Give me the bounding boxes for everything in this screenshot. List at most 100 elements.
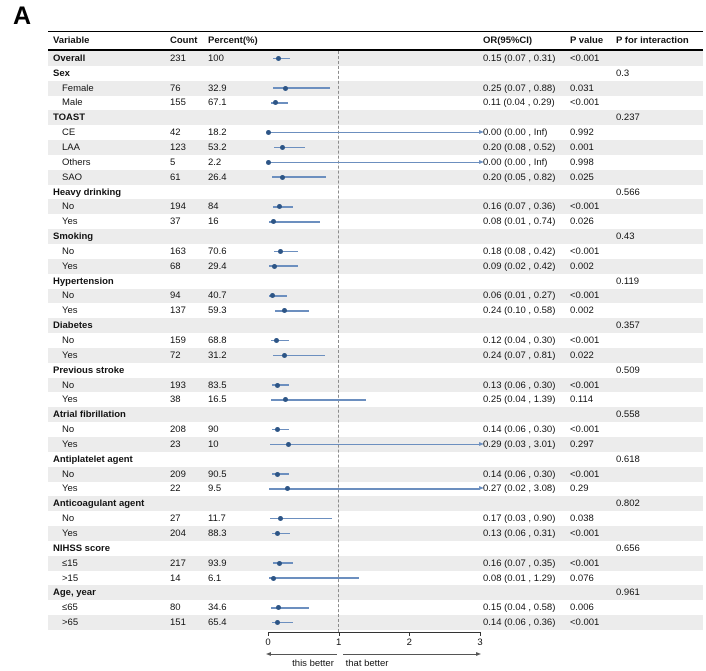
point-estimate [276,204,282,210]
row-count: 231 [170,52,186,64]
row-pvalue: 0.002 [570,305,594,317]
row-label: CE [62,127,76,139]
row-percent: 16 [208,216,219,228]
row-count: 94 [170,290,181,302]
row-count: 27 [170,513,181,525]
row-label: No [62,424,75,436]
row-or-ci: 0.14 (0.06 , 0.30) [483,468,556,480]
row-percent: 88.3 [208,527,227,539]
row-label: >65 [62,617,79,629]
axis-tick-label: 0 [265,637,271,648]
ci-line [268,295,288,297]
row-pinteraction: 0.357 [616,320,640,332]
point-estimate [271,219,277,225]
header-variable: Variable [53,35,90,46]
row-pinteraction: 0.566 [616,186,640,198]
forest-row: LAA 123 53.2 0.20 (0.08 , 0.52) 0.001 [48,140,703,155]
point-estimate [273,100,279,106]
forest-row: Yes 68 29.4 0.09 (0.02 , 0.42) 0.002 [48,258,703,274]
row-label: SAO [62,171,83,183]
row-pvalue: 0.025 [570,171,594,183]
row-count: 209 [170,468,186,480]
ci-line [272,473,290,475]
row-percent: 84 [208,201,219,213]
ci-arrowhead-icon [479,129,484,134]
row-pvalue: <0.001 [570,617,600,629]
row-percent: 34.6 [208,602,227,614]
header-pinteraction: P for interaction [616,35,689,46]
row-or-ci: 0.00 (0.00 , Inf) [483,156,548,168]
row-label: No [62,245,75,257]
ci-line [272,384,290,386]
forest-row: Diabetes 0.357 [48,318,703,334]
row-pvalue: 0.026 [570,216,594,228]
forest-row: TOAST 0.237 [48,110,703,126]
row-or-ci: 0.08 (0.01 , 1.29) [483,572,556,584]
forest-row: Yes 23 10 0.29 (0.03 , 3.01) 0.297 [48,437,703,452]
row-pvalue: <0.001 [570,201,600,213]
row-count: 72 [170,349,181,361]
forest-row: CE 42 18.2 0.00 (0.00 , Inf) 0.992 [48,125,703,140]
row-or-ci: 0.16 (0.07 , 0.35) [483,557,556,569]
row-or-ci: 0.25 (0.07 , 0.88) [483,82,556,94]
ci-arrowhead-icon [479,441,484,446]
row-percent: 90 [208,424,219,436]
forest-row: ≤15 217 93.9 0.16 (0.07 , 0.35) <0.001 [48,555,703,571]
row-or-ci: 0.24 (0.07 , 0.81) [483,349,556,361]
point-estimate [277,516,283,522]
point-estimate [279,144,285,150]
forest-row: No 193 83.5 0.13 (0.06 , 0.30) <0.001 [48,377,703,393]
point-estimate [275,427,281,433]
ci-line [272,428,290,431]
row-label: No [62,379,75,391]
forest-row: No 27 11.7 0.17 (0.03 , 0.90) 0.038 [48,511,703,526]
ci-line [273,146,305,149]
row-label: Diabetes [53,320,93,332]
forest-row: Hypertension 0.119 [48,274,703,289]
row-pvalue: 0.031 [570,82,594,94]
row-pinteraction: 0.43 [616,231,635,243]
ci-line [268,577,360,579]
axis-tick [409,632,411,636]
row-label: ≤65 [62,602,78,614]
ci-line [269,488,480,490]
row-pinteraction: 0.509 [616,364,640,376]
forest-row: Male 155 67.1 0.11 (0.04 , 0.29) <0.001 [48,96,703,111]
row-percent: 10 [208,438,219,450]
row-or-ci: 0.15 (0.07 , 0.31) [483,52,556,64]
forest-row: Atrial fibrillation 0.558 [48,407,703,423]
row-pvalue: 0.002 [570,260,594,272]
row-pvalue: 0.076 [570,572,594,584]
point-estimate [265,130,271,136]
point-estimate [271,263,277,269]
row-or-ci: 0.18 (0.08 , 0.42) [483,245,556,257]
row-or-ci: 0.29 (0.03 , 3.01) [483,438,556,450]
row-pvalue: 0.038 [570,513,594,525]
row-or-ci: 0.00 (0.00 , Inf) [483,127,548,139]
row-label: No [62,513,75,525]
left-arrow-line [271,654,337,655]
row-label: Smoking [53,231,94,243]
row-pinteraction: 0.237 [616,112,640,124]
header-rule [48,49,703,51]
row-label: Overall [53,52,86,64]
row-percent: 29.4 [208,260,227,272]
forest-row: Yes 137 59.3 0.24 (0.10 , 0.58) 0.002 [48,303,703,318]
row-label: LAA [62,141,80,153]
row-label: Yes [62,349,78,361]
forest-row: ≤65 80 34.6 0.15 (0.04 , 0.58) 0.006 [48,600,703,615]
ci-line [272,621,294,624]
left-arrowhead-icon [266,651,271,656]
row-count: 38 [170,394,181,406]
row-or-ci: 0.24 (0.10 , 0.58) [483,305,556,317]
row-pinteraction: 0.961 [616,587,640,599]
row-pvalue: <0.001 [570,245,600,257]
row-count: 155 [170,97,186,109]
row-pinteraction: 0.119 [616,275,640,287]
forest-row: Antiplatelet agent 0.618 [48,452,703,467]
row-count: 68 [170,260,181,272]
row-percent: 90.5 [208,468,227,480]
axis-tick [480,632,481,636]
row-label: Female [62,82,94,94]
row-label: Age, year [53,587,96,599]
